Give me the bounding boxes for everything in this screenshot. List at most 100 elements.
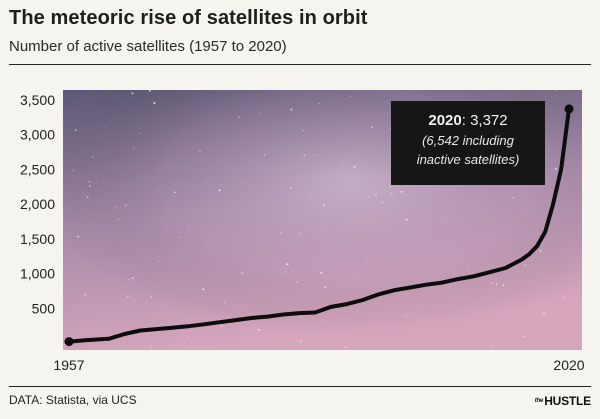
y-tick-label: 500 [32,300,56,316]
star [484,248,487,251]
page-subtitle: Number of active satellites (1957 to 202… [9,38,287,55]
star [286,263,289,266]
callout-note-line2: inactive satellites) [416,152,520,167]
star [179,236,182,238]
star [234,96,235,98]
star [132,147,135,149]
star [241,272,243,274]
star [345,346,347,349]
star [313,154,316,156]
star [371,126,373,129]
star [269,163,270,165]
star [188,224,190,227]
star [490,282,493,284]
star [153,101,156,105]
endpoint-markers [64,104,574,347]
star [374,193,377,196]
series-line [67,106,571,344]
star [524,264,526,266]
star [186,319,188,321]
star [159,168,161,170]
callout-note-line1: (6,542 including [422,133,514,148]
star [202,288,205,291]
brand-prefix: the [534,398,544,404]
star [351,237,353,238]
star [121,174,122,176]
star [102,318,104,320]
star [428,93,429,95]
star [290,307,292,309]
brand-logo: theHUSTLE [535,394,591,408]
y-tick-label: 1,000 [20,266,55,282]
star [522,335,524,338]
star [224,301,226,304]
star [341,161,343,164]
star [259,112,262,115]
star [279,232,282,234]
star [91,156,94,158]
star [539,250,542,252]
star [467,269,469,271]
star [495,283,498,286]
star [194,212,195,214]
annotation-callout: 2020: 3,372 (6,542 including inactive sa… [391,101,545,185]
star [290,108,293,111]
star [115,206,118,209]
star [99,131,100,133]
x-axis: 1957 2020 [53,357,584,373]
star [232,222,234,224]
star [368,196,370,198]
endpoint-marker [564,104,574,114]
star [148,89,151,92]
star [310,197,312,199]
star [402,91,403,93]
star [492,345,495,347]
star [84,293,87,296]
star [290,187,292,189]
star [512,197,514,199]
star [554,167,557,170]
page-title: The meteoric rise of satellites in orbit [9,7,368,29]
star [526,237,528,239]
star [150,99,151,101]
star [405,218,408,221]
star [296,281,298,283]
star [245,180,246,182]
star [173,191,176,194]
star [320,271,323,274]
star [390,192,393,195]
star [215,349,217,350]
star [292,232,294,234]
star [238,116,241,119]
star [284,271,287,274]
star [302,130,304,132]
star [117,218,120,220]
star [303,154,306,157]
star [69,153,71,155]
star [128,278,130,281]
y-tick-label: 2,500 [20,161,55,177]
bottom-divider [9,386,591,387]
star-field [62,89,566,350]
star [434,255,436,257]
star [89,185,91,187]
y-tick-label: 2,000 [20,196,55,212]
star [104,126,106,128]
star [95,182,97,183]
star [498,337,500,339]
star [86,196,89,199]
star [199,150,201,153]
y-tick-label: 3,500 [20,92,55,108]
star [72,169,74,172]
star [384,115,385,117]
star [479,196,480,198]
star [131,92,134,95]
star [88,180,91,183]
star [139,132,141,135]
star [366,204,368,206]
star [62,216,64,218]
star [324,286,326,288]
star [555,89,557,92]
star [201,338,202,340]
chart: 500 1,000 1,500 2,000 2,500 3,000 3,500 1957 20… [20,89,585,373]
